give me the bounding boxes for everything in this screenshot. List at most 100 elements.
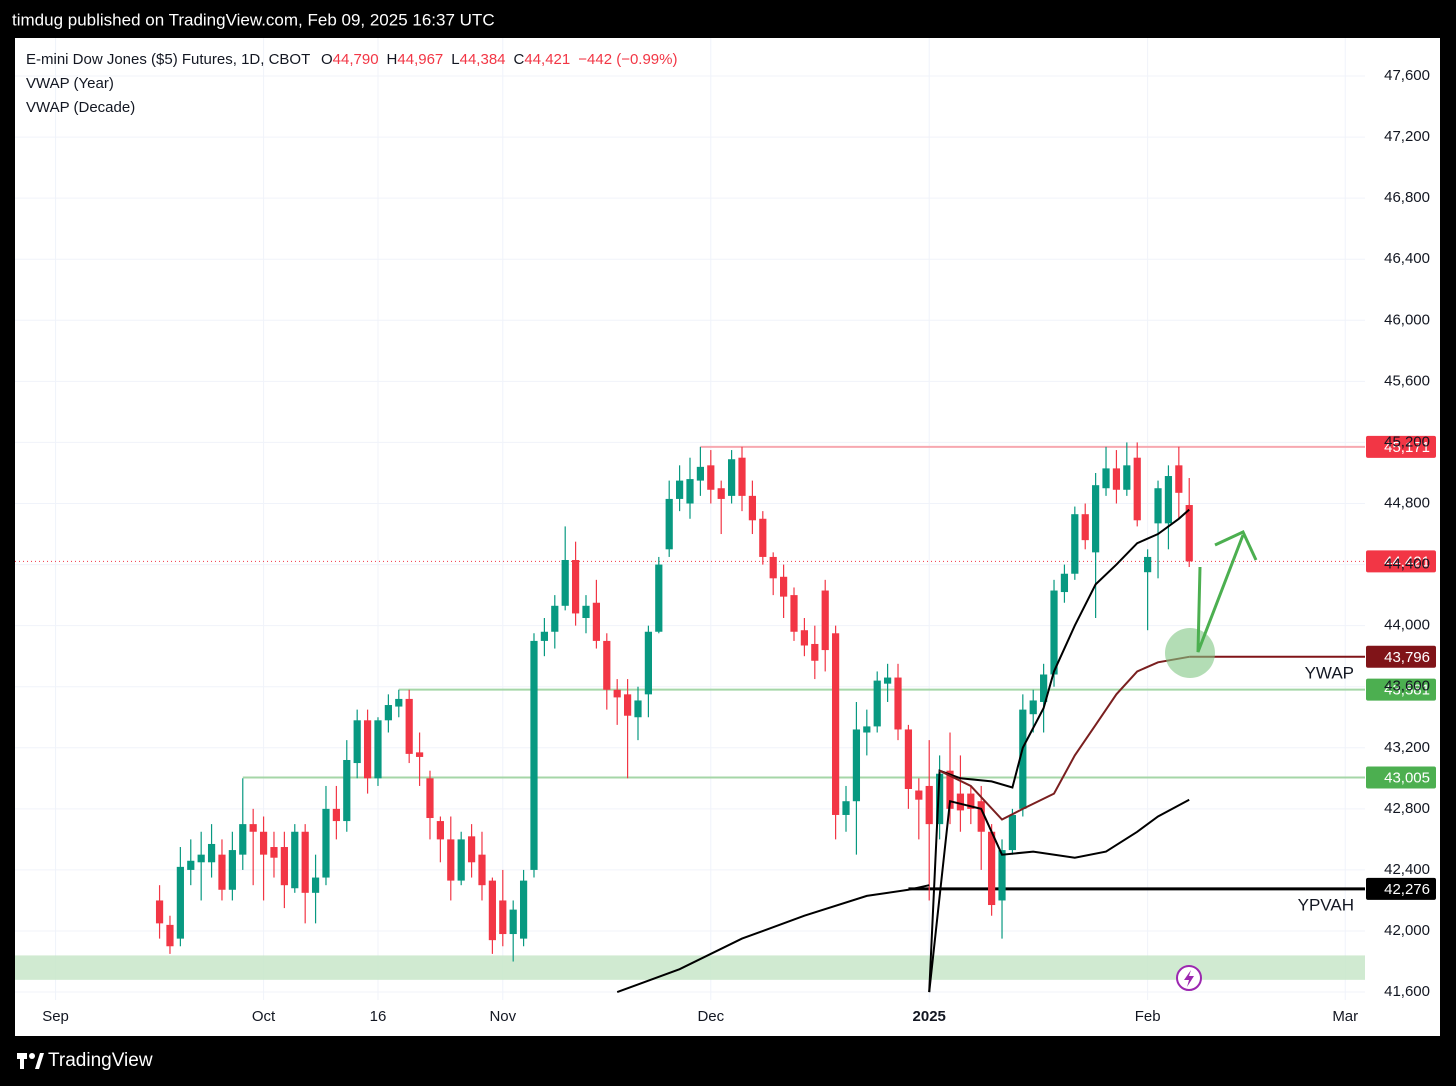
candle-body <box>655 564 663 632</box>
candle-body <box>467 836 476 863</box>
candle-body <box>228 850 236 890</box>
candle-body <box>384 705 392 721</box>
y-tick-label: 44,000 <box>1384 617 1430 634</box>
price-label-box <box>1366 678 1436 701</box>
candle-body <box>644 631 652 695</box>
candle-body <box>571 559 580 614</box>
candle-body <box>852 729 861 802</box>
candle-body <box>1144 556 1152 573</box>
candle-body <box>748 495 757 521</box>
candle-body <box>832 633 840 815</box>
vwap-line <box>928 508 1190 993</box>
candle-body <box>634 700 642 718</box>
candle-body <box>956 793 965 811</box>
vwap-line <box>616 884 930 994</box>
quote-key: H <box>387 51 398 68</box>
quote-value: 44,384 <box>460 51 506 68</box>
y-tick-label: 46,000 <box>1384 311 1430 328</box>
y-tick-label: 42,000 <box>1384 922 1430 939</box>
candle-body <box>821 590 829 651</box>
arrow-head <box>1214 530 1258 561</box>
candle-body <box>675 480 684 499</box>
candle-body <box>353 720 361 764</box>
indicator-label: VWAP (Decade) <box>26 99 135 116</box>
price-label: 44,421 <box>1384 553 1430 570</box>
candle-body <box>561 559 569 606</box>
candle-body <box>1133 457 1141 521</box>
x-tick-label: 2025 <box>913 1008 946 1025</box>
vwap-line <box>939 655 1190 821</box>
price-label-box <box>1366 645 1436 668</box>
arrow <box>1196 534 1245 653</box>
y-tick-label: 44,400 <box>1384 556 1430 573</box>
price-label-box <box>1366 877 1436 900</box>
candle-body <box>1081 514 1089 541</box>
candle-body <box>478 854 486 886</box>
plot <box>15 38 1365 1000</box>
candle-body <box>582 605 590 619</box>
indicator-label: VWAP (Year) <box>26 75 114 92</box>
header: timdug published on TradingView.com, Feb… <box>12 10 495 29</box>
candle-body <box>280 847 288 886</box>
candle-body <box>925 785 933 825</box>
candle-body <box>540 631 548 641</box>
candle-body <box>551 605 559 632</box>
level-name: YPVAH <box>1298 895 1354 914</box>
candle-body <box>415 752 424 757</box>
level-name: YWAP <box>1305 663 1354 682</box>
candle-body <box>1060 573 1069 593</box>
candle-body <box>1019 709 1027 809</box>
price-label: 42,276 <box>1384 881 1430 898</box>
highlight-circle <box>1165 628 1215 678</box>
candle-body <box>936 773 944 825</box>
candle-body <box>499 900 507 935</box>
candle-body <box>904 729 913 790</box>
candle-body <box>1040 674 1048 702</box>
candle-body <box>322 808 330 878</box>
candle-body <box>613 689 621 698</box>
vwap-line <box>928 798 1190 993</box>
candle-body <box>395 698 403 707</box>
candle-body <box>176 866 184 939</box>
candle-body <box>1154 488 1162 524</box>
y-tick-label: 46,400 <box>1384 250 1430 267</box>
candle-body <box>863 726 871 733</box>
candle-body <box>207 843 216 863</box>
candle-body <box>530 640 538 870</box>
candle-body <box>436 821 444 840</box>
candle-body <box>1029 700 1037 715</box>
candle-body <box>1071 514 1079 574</box>
candle-body <box>967 793 975 809</box>
y-tick-label: 45,600 <box>1384 372 1430 389</box>
x-tick-label: Sep <box>42 1008 69 1025</box>
y-tick-label: 42,800 <box>1384 800 1430 817</box>
y-tick-label: 47,600 <box>1384 67 1430 84</box>
x-tick-label: Oct <box>252 1008 276 1025</box>
footer-brand: TradingView <box>48 1050 153 1071</box>
quote-value: 44,967 <box>397 51 443 68</box>
candle-body <box>363 720 372 779</box>
candle-body <box>894 677 902 730</box>
candle-body <box>343 759 351 822</box>
candle-body <box>239 824 247 855</box>
plot-area <box>15 38 1440 1036</box>
candle-body <box>519 880 528 939</box>
candle-body <box>800 630 809 646</box>
price-label: 45,171 <box>1384 439 1430 456</box>
candle-body <box>592 602 600 641</box>
candle-body <box>696 466 705 481</box>
candle-body <box>1185 505 1193 562</box>
candle-body <box>1164 476 1173 524</box>
quote-value: 44,421 <box>524 51 570 68</box>
candle-body <box>332 808 340 822</box>
legend: E-mini Dow Jones ($5) Futures, 1D, CBOT O… <box>26 51 678 68</box>
candle-body <box>738 457 746 496</box>
candle-body <box>311 877 320 893</box>
candle-body <box>915 790 923 800</box>
zone <box>15 955 1365 980</box>
quote-value: 44,790 <box>333 51 379 68</box>
candle-body <box>1008 814 1017 851</box>
footer-logo <box>17 1053 44 1069</box>
candle-body <box>259 831 268 855</box>
